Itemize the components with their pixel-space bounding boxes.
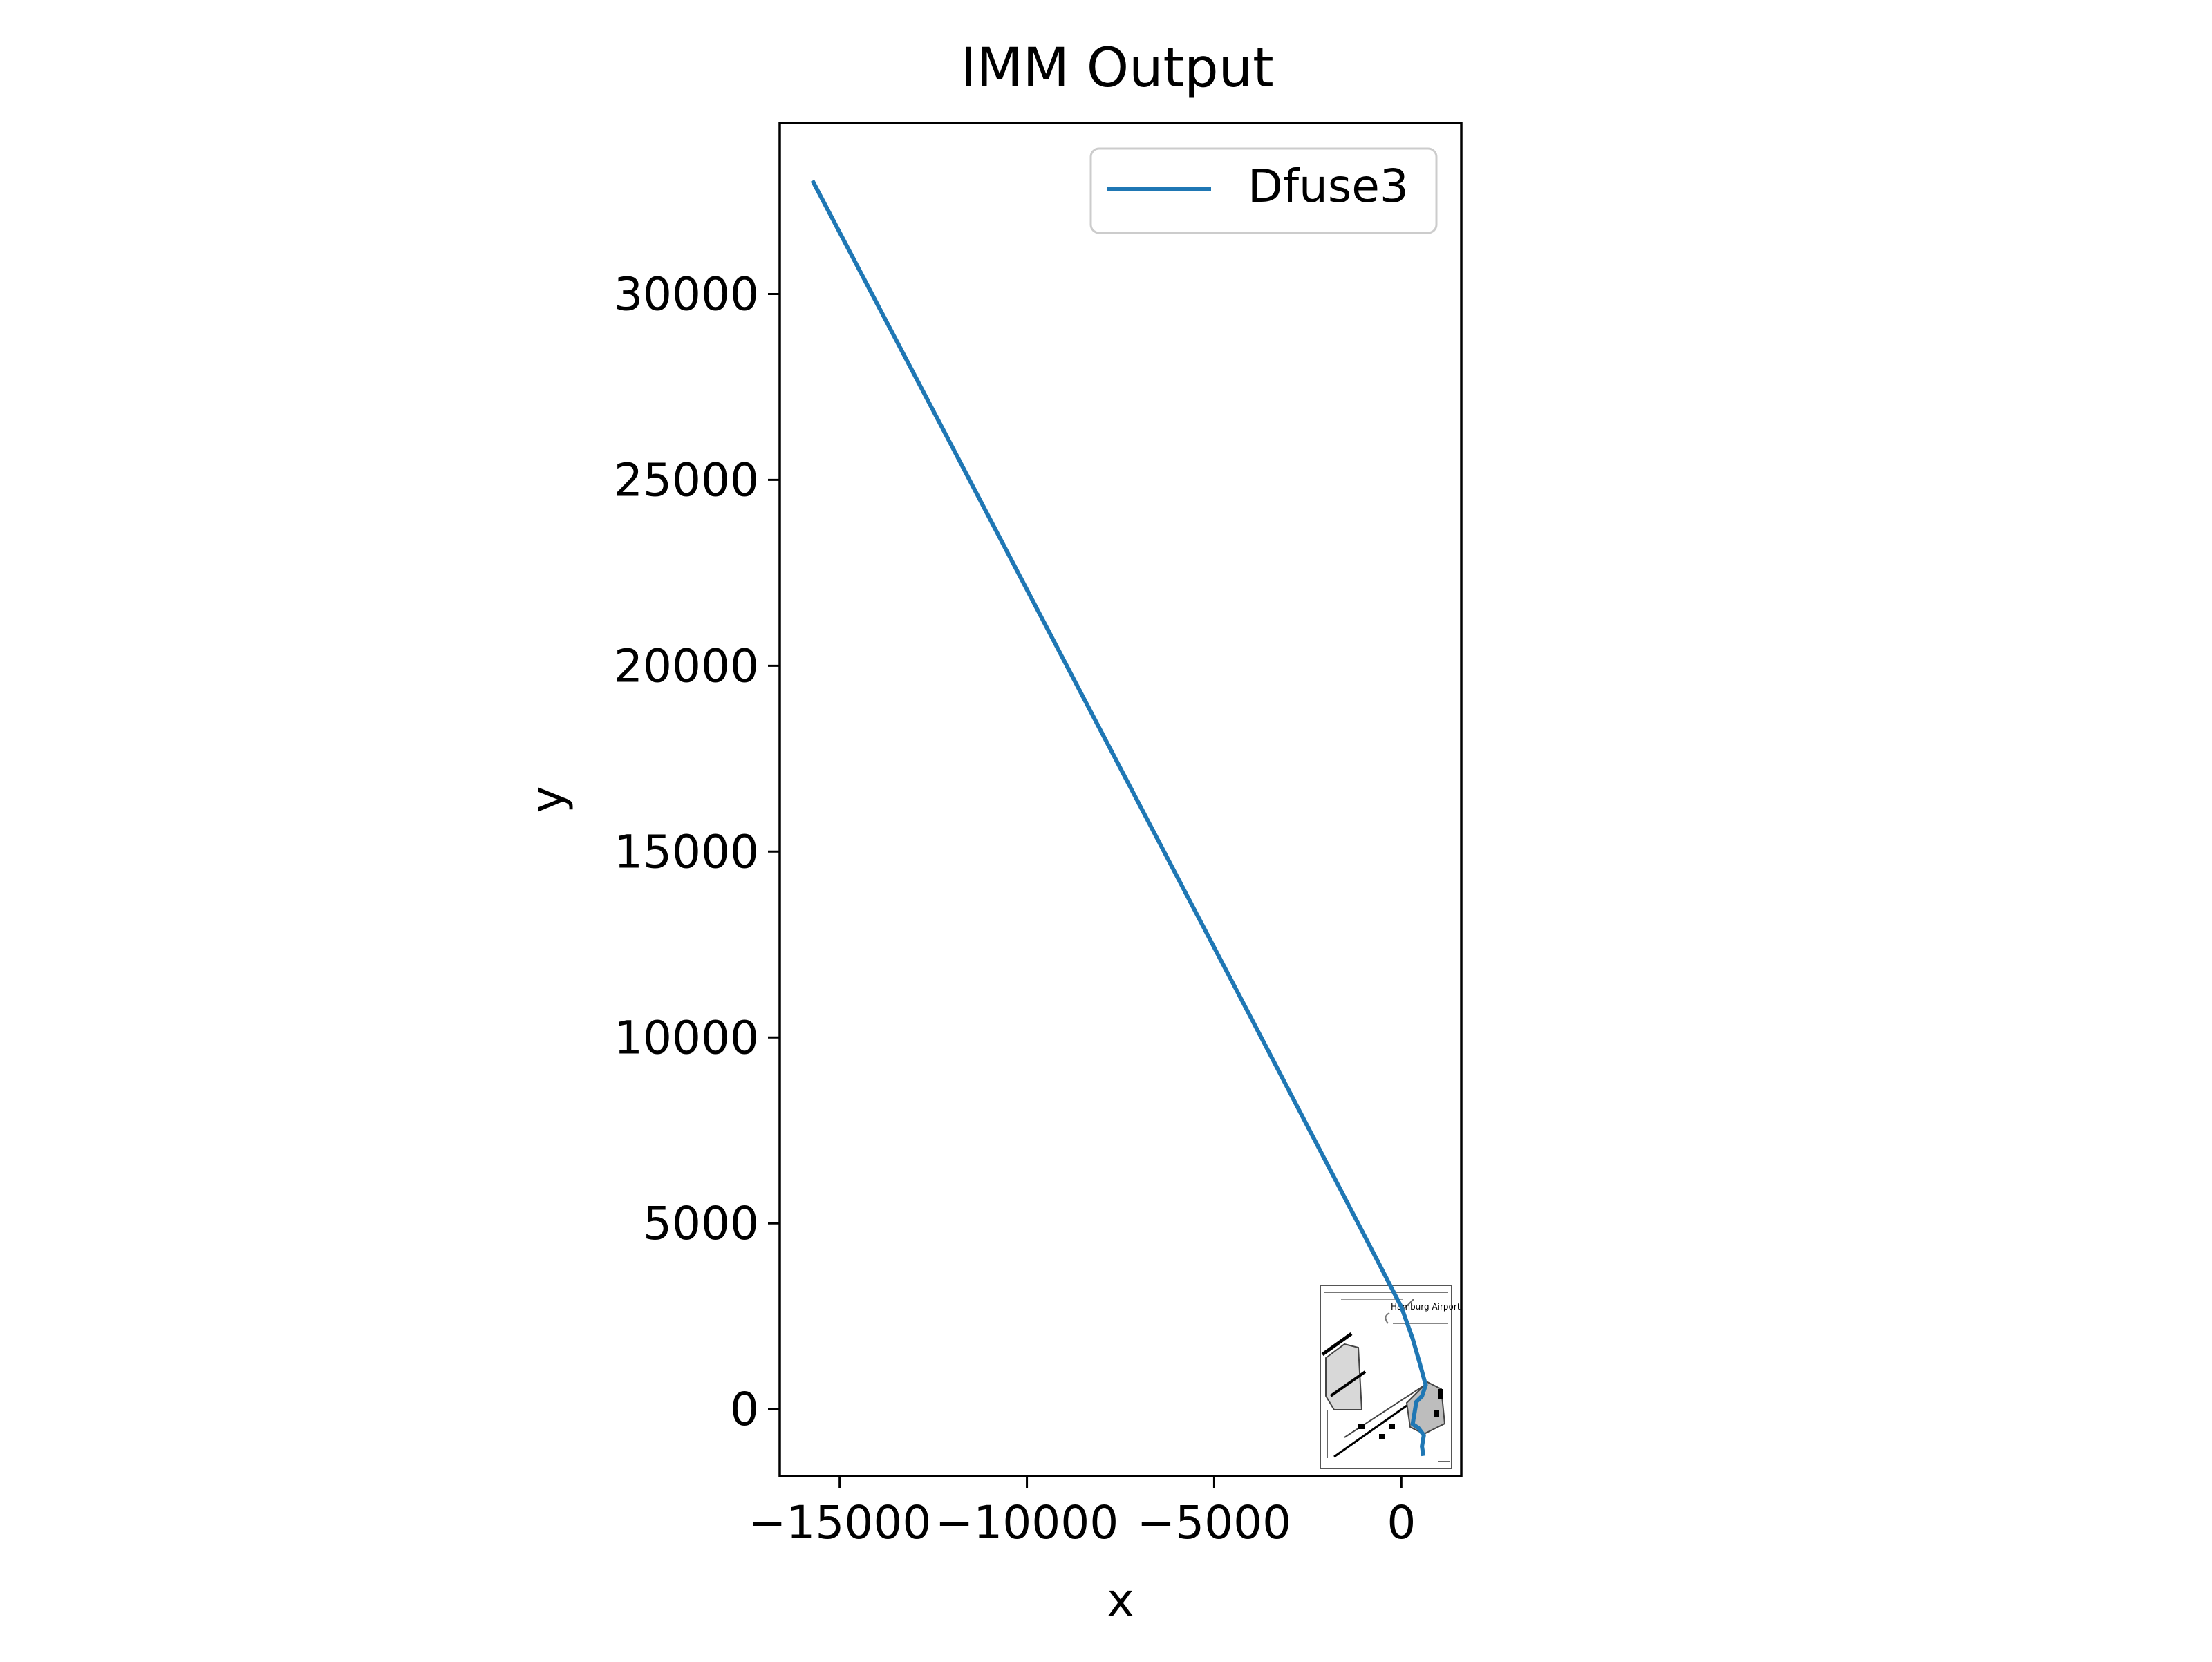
y-tick-label: 20000 <box>614 639 759 692</box>
plot-area <box>810 180 1428 1457</box>
y-tick-label: 0 <box>730 1383 759 1436</box>
x-tick-label: −15000 <box>748 1496 931 1549</box>
y-tick-label: 10000 <box>614 1011 759 1064</box>
y-tick-label: 25000 <box>614 453 759 507</box>
legend-box <box>1089 147 1438 234</box>
y-tick-label: 5000 <box>643 1197 759 1250</box>
plot-frame <box>778 122 1463 1477</box>
y-axis-ticks: 0 5000 10000 15000 20000 25000 30000 <box>614 267 780 1436</box>
y-tick-label: 15000 <box>614 825 759 878</box>
x-tick-label: −10000 <box>935 1496 1118 1549</box>
y-axis-label: y <box>521 786 574 813</box>
x-tick-label: −5000 <box>1137 1496 1291 1549</box>
y-tick-label: 30000 <box>614 267 759 321</box>
x-axis-ticks: −15000 −10000 −5000 0 <box>748 1476 1416 1549</box>
x-tick-label: 0 <box>1387 1496 1416 1549</box>
legend: Dfuse3 <box>1089 147 1438 234</box>
map-label: Hamburg Airport <box>1391 1302 1461 1312</box>
legend-label-dfuse3: Dfuse3 <box>1248 160 1409 213</box>
x-axis-label: x <box>1107 1574 1134 1627</box>
airport-map-icon: Hamburg Airport <box>1320 1285 1461 1469</box>
chart-title: IMM Output <box>960 37 1273 100</box>
series-line-dfuse3 <box>810 180 1428 1457</box>
